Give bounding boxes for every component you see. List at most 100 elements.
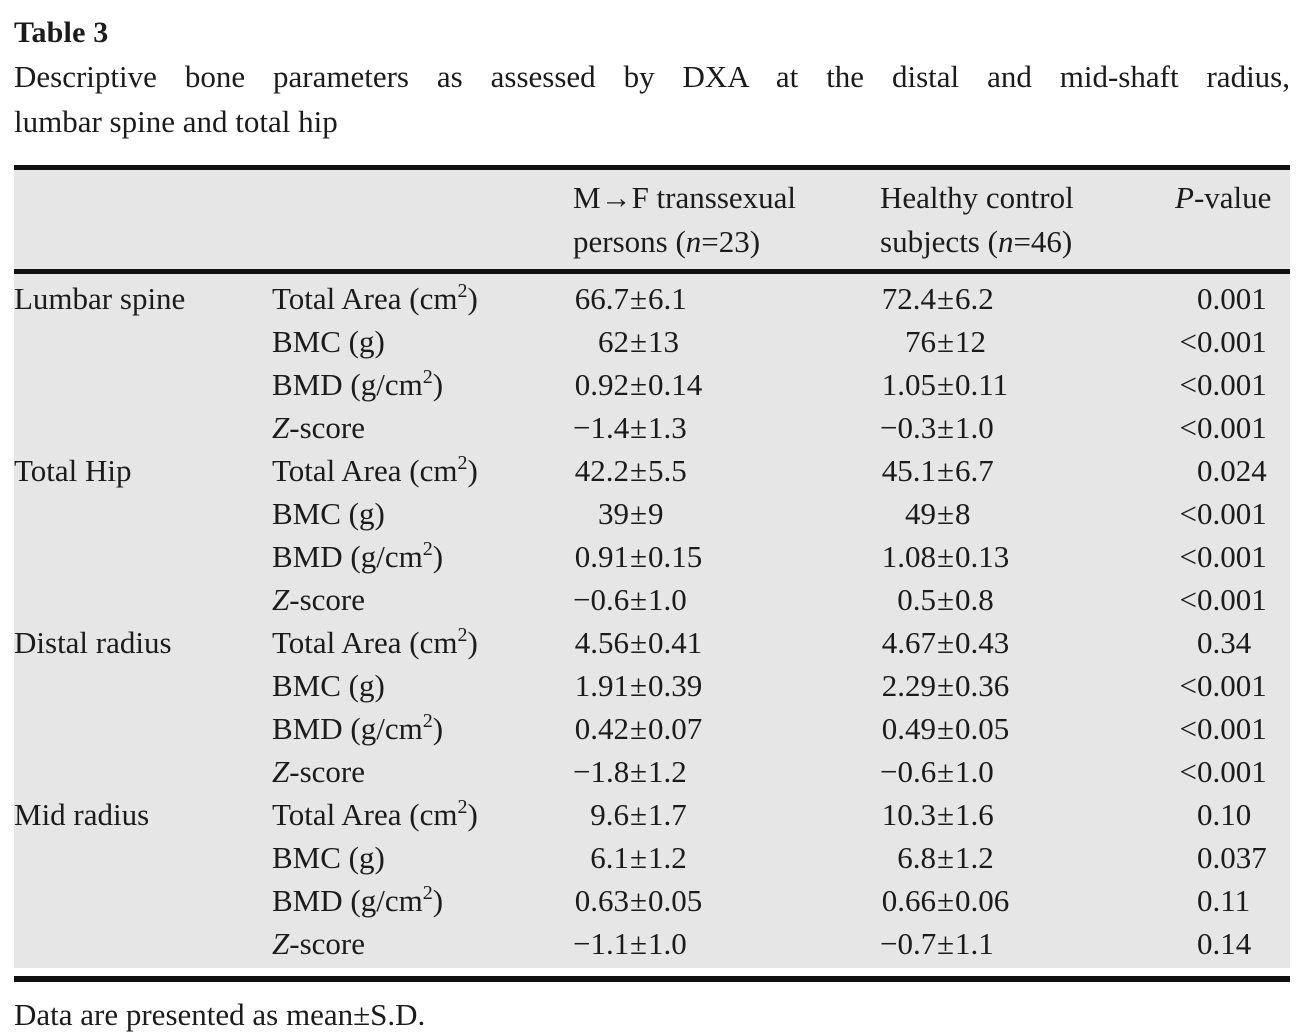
table-row: Mid radius Total Area (cm2) 9.6±1.7 10.3±1.… — [14, 793, 1290, 836]
parameter-label: BMC (g) — [272, 840, 385, 875]
plus-minus-symbol: ± — [937, 711, 955, 746]
p-value-cell: <0.001 — [1179, 406, 1290, 449]
sd-value: 0.43 — [955, 625, 1010, 660]
sd-value: 1.0 — [955, 754, 994, 789]
col-header-pvalue: P-value — [1175, 180, 1272, 215]
control-value-cell: 45.1±6.7 — [880, 449, 1179, 492]
mean-value: 1.05 — [881, 367, 936, 402]
section-label — [14, 492, 272, 535]
col-header-mf-line1: M→F transsexual — [573, 180, 797, 215]
table-row: BMD (g/cm2) 0.91±0.15 1.08±0.13 <0.001 — [14, 535, 1290, 578]
control-value-cell: 0.66±0.06 — [880, 879, 1179, 922]
plus-minus-symbol: ± — [630, 668, 648, 703]
table-row: Z-score −0.6±1.0 0.5±0.8 <0.001 — [14, 578, 1290, 621]
plus-minus-symbol: ± — [630, 797, 648, 832]
p-value: 0.001 — [1197, 324, 1267, 359]
control-value-cell: 6.8±1.2 — [880, 836, 1179, 879]
p-value-cell: <0.001 — [1179, 492, 1290, 535]
p-value: 0.34 — [1197, 625, 1252, 660]
mean-value: 9.6 — [590, 797, 629, 832]
control-value-cell: 76±12 — [880, 320, 1179, 363]
p-value-cell: <0.001 — [1179, 320, 1290, 363]
less-than-symbol: < — [1179, 539, 1197, 574]
section-label — [14, 578, 272, 621]
plus-minus-symbol: ± — [630, 410, 648, 445]
sd-value: 0.07 — [648, 711, 703, 746]
parameter-label: Total Area (cm2) — [272, 280, 478, 316]
p-value: 0.001 — [1197, 410, 1267, 445]
mean-value: 0.42 — [574, 711, 629, 746]
sd-value: 5.5 — [648, 453, 687, 488]
sd-value: 0.13 — [955, 539, 1010, 574]
mean-value: 1.08 — [881, 539, 936, 574]
plus-minus-symbol: ± — [630, 539, 648, 574]
plus-minus-symbol: ± — [630, 324, 648, 359]
table-bottom-gap — [14, 968, 1290, 976]
table-row: Total Hip Total Area (cm2) 42.2±5.5 45.1±6.… — [14, 449, 1290, 492]
control-value-cell: 0.49±0.05 — [880, 707, 1179, 750]
mf-value-cell: 9.6±1.7 — [573, 793, 880, 836]
section-label: Total Hip — [14, 453, 132, 488]
mean-value: 10.3 — [881, 797, 936, 832]
plus-minus-symbol: ± — [937, 410, 955, 445]
p-value-cell: 0.024 — [1179, 449, 1290, 492]
mean-value: −1.8 — [573, 754, 630, 789]
sd-value: 0.8 — [955, 582, 994, 617]
section-label — [14, 406, 272, 449]
plus-minus-symbol: ± — [937, 625, 955, 660]
plus-minus-symbol: ± — [937, 539, 955, 574]
mf-value-cell: 39±9 — [573, 492, 880, 535]
table-row: BMD (g/cm2) 0.92±0.14 1.05±0.11 <0.001 — [14, 363, 1290, 406]
plus-minus-symbol: ± — [937, 754, 955, 789]
mf-value-cell: 0.63±0.05 — [573, 879, 880, 922]
sd-value: 0.14 — [648, 367, 703, 402]
p-value: 0.001 — [1197, 281, 1267, 316]
sd-value: 0.41 — [648, 625, 703, 660]
mean-value: 6.1 — [590, 840, 629, 875]
mf-value-cell: 0.92±0.14 — [573, 363, 880, 406]
plus-minus-symbol: ± — [937, 926, 955, 961]
plus-minus-symbol: ± — [937, 840, 955, 875]
mf-value-cell: −1.1±1.0 — [573, 922, 880, 965]
table-caption: Descriptive bone parameters as assessed … — [14, 54, 1290, 144]
plus-minus-symbol: ± — [630, 754, 648, 789]
mean-value: 66.7 — [574, 281, 629, 316]
data-table: M→F transsexual persons (n=23) Healthy c… — [14, 165, 1290, 982]
control-value-cell: 0.5±0.8 — [880, 578, 1179, 621]
col-header-mf-group: M→F transsexual persons (n=23) — [573, 176, 880, 264]
col-header-mf-line2: persons (n=23) — [573, 224, 761, 259]
sd-value: 0.11 — [955, 367, 1009, 402]
mean-value: 0.92 — [574, 367, 629, 402]
p-value-cell: 0.14 — [1179, 922, 1290, 965]
plus-minus-symbol: ± — [630, 496, 648, 531]
sd-value: 0.05 — [955, 711, 1010, 746]
plus-minus-symbol: ± — [937, 324, 955, 359]
table-header: M→F transsexual persons (n=23) Healthy c… — [14, 170, 1290, 274]
parameter-label: BMD (g/cm2) — [272, 366, 444, 402]
parameter-label: Z-score — [272, 754, 365, 789]
p-value-cell: <0.001 — [1179, 363, 1290, 406]
section-label — [14, 836, 272, 879]
mean-value: 0.66 — [881, 883, 936, 918]
parameter-label: Z-score — [272, 410, 365, 445]
less-than-symbol: < — [1179, 711, 1197, 746]
mean-value: 0.63 — [574, 883, 629, 918]
p-value-cell: 0.037 — [1179, 836, 1290, 879]
parameter-label: Z-score — [272, 926, 365, 961]
p-value: 0.001 — [1197, 711, 1267, 746]
mean-value: −0.7 — [880, 926, 937, 961]
sd-value: 1.3 — [648, 410, 687, 445]
sd-value: 0.36 — [955, 668, 1010, 703]
mean-value: 1.91 — [574, 668, 629, 703]
plus-minus-symbol: ± — [937, 582, 955, 617]
p-value: 0.001 — [1197, 668, 1267, 703]
sd-value: 0.39 — [648, 668, 703, 703]
mf-value-cell: 62±13 — [573, 320, 880, 363]
col-header-control-line2: subjects (n=46) — [880, 224, 1073, 259]
mean-value: 76 — [905, 324, 936, 359]
p-value: 0.024 — [1197, 453, 1267, 488]
parameter-label: BMC (g) — [272, 668, 385, 703]
mf-value-cell: 1.91±0.39 — [573, 664, 880, 707]
parameter-label: BMD (g/cm2) — [272, 538, 444, 574]
